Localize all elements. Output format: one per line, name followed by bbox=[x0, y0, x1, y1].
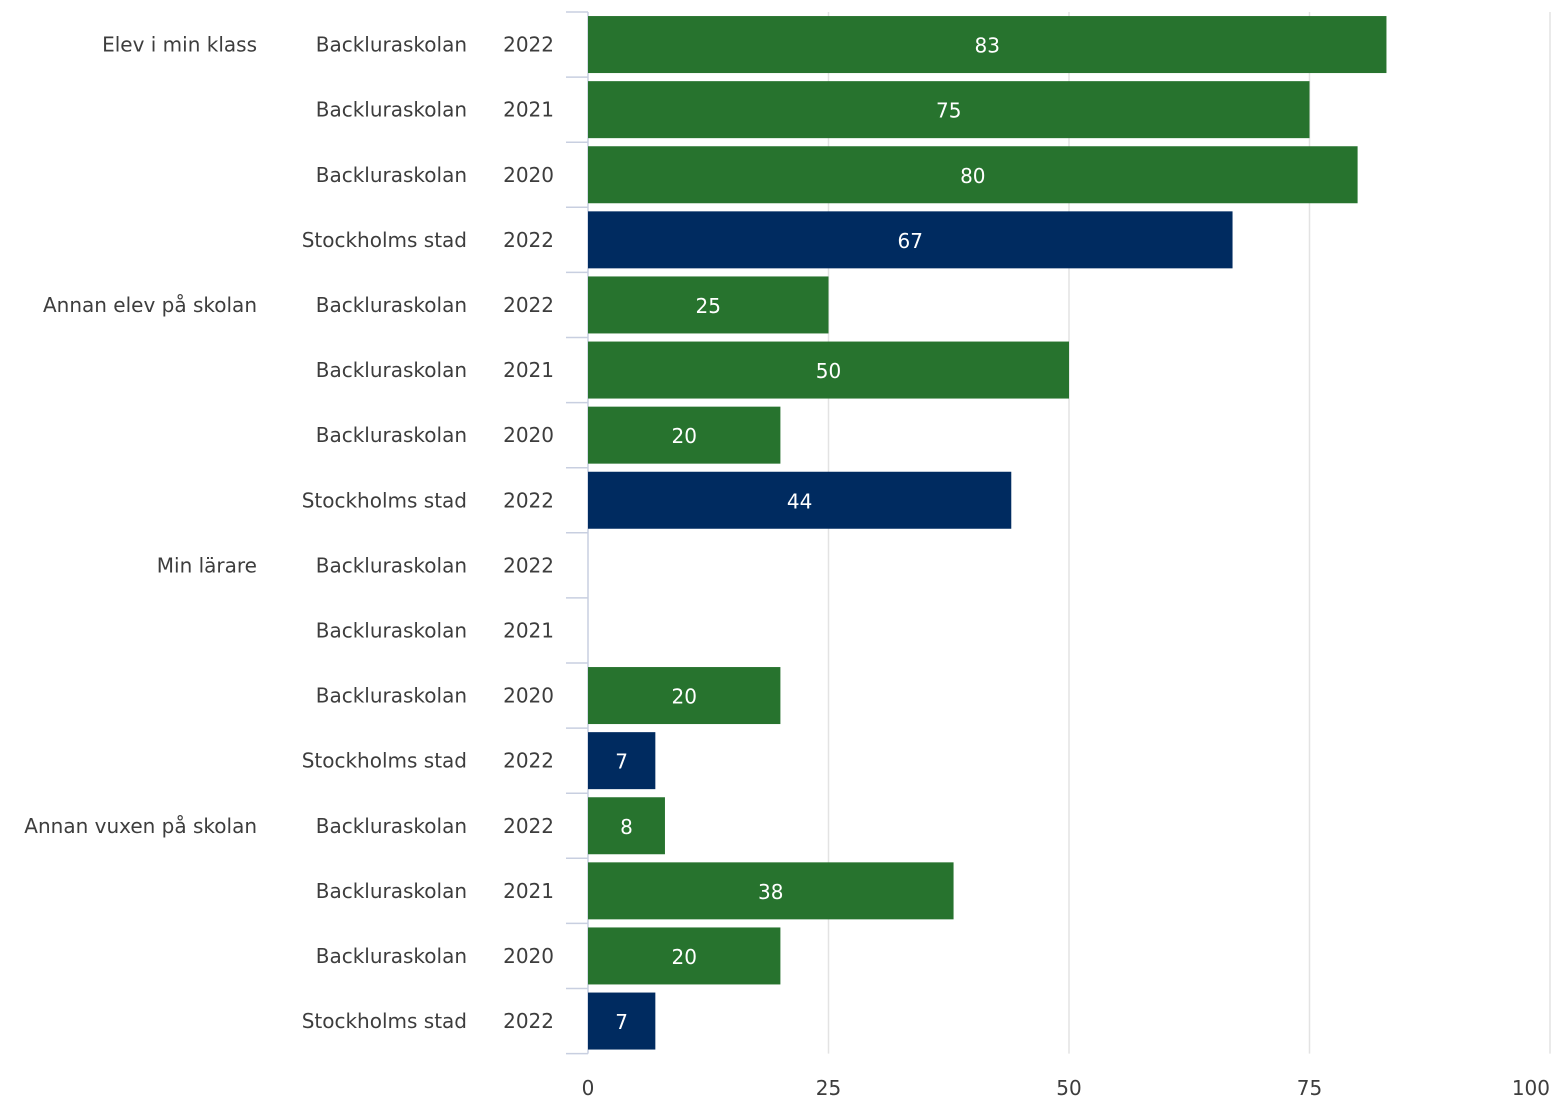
unit-label: Backluraskolan bbox=[316, 293, 467, 317]
year-label: 2020 bbox=[503, 684, 554, 708]
data-label: 20 bbox=[671, 945, 696, 969]
x-axis-ticks: 0 25 50 75 100 bbox=[582, 1076, 1550, 1100]
year-label: 2022 bbox=[503, 228, 554, 252]
x-tick-label: 100 bbox=[1512, 1076, 1550, 1099]
bar bbox=[588, 16, 1387, 74]
year-label: 2021 bbox=[503, 98, 554, 122]
year-label: 2022 bbox=[503, 1009, 554, 1033]
data-label: 75 bbox=[936, 99, 961, 123]
bar bbox=[588, 81, 1310, 139]
group-label: Elev i min klass bbox=[102, 33, 257, 57]
year-label: 2020 bbox=[503, 163, 554, 187]
bar bbox=[588, 862, 954, 920]
year-label: 2022 bbox=[503, 293, 554, 317]
unit-label: Backluraskolan bbox=[316, 684, 467, 708]
x-tick-label: 0 bbox=[582, 1076, 595, 1099]
unit-label: Stockholms stad bbox=[302, 1009, 467, 1033]
unit-label: Stockholms stad bbox=[302, 488, 467, 512]
data-label: 67 bbox=[898, 229, 923, 253]
group-label: Annan elev på skolan bbox=[43, 293, 257, 317]
category-labels: 2022 Backluraskolan Elev i min klass 2021 Ba… bbox=[24, 33, 554, 1034]
unit-label: Backluraskolan bbox=[316, 423, 467, 447]
unit-label: Backluraskolan bbox=[316, 163, 467, 187]
x-tick-label: 25 bbox=[816, 1076, 841, 1099]
bar bbox=[588, 406, 781, 464]
data-label: 38 bbox=[758, 880, 783, 904]
group-label: Annan vuxen på skolan bbox=[24, 814, 257, 838]
year-label: 2022 bbox=[503, 488, 554, 512]
y-axis bbox=[566, 11, 589, 1055]
data-label: 25 bbox=[696, 294, 721, 318]
unit-label: Backluraskolan bbox=[316, 553, 467, 577]
unit-label: Stockholms stad bbox=[302, 228, 467, 252]
group-label: Min lärare bbox=[157, 553, 257, 577]
unit-label: Backluraskolan bbox=[316, 944, 467, 968]
year-label: 2022 bbox=[503, 814, 554, 838]
year-label: 2022 bbox=[503, 749, 554, 773]
bars: 83 75 80 67 25 50 20 44 20 7 8 38 20 7 bbox=[588, 16, 1387, 1050]
year-label: 2022 bbox=[503, 553, 554, 577]
data-label: 44 bbox=[787, 489, 812, 513]
bar bbox=[588, 667, 781, 725]
data-label: 20 bbox=[671, 424, 696, 448]
year-label: 2020 bbox=[503, 944, 554, 968]
bar bbox=[588, 471, 1012, 529]
unit-label: Backluraskolan bbox=[316, 618, 467, 642]
unit-label: Backluraskolan bbox=[316, 814, 467, 838]
bar bbox=[588, 276, 829, 334]
bar bbox=[588, 797, 665, 855]
year-label: 2021 bbox=[503, 618, 554, 642]
data-label: 7 bbox=[615, 750, 628, 774]
unit-label: Backluraskolan bbox=[316, 98, 467, 122]
data-label: 80 bbox=[960, 164, 985, 188]
year-label: 2021 bbox=[503, 879, 554, 903]
bar bbox=[588, 211, 1233, 269]
unit-label: Backluraskolan bbox=[316, 879, 467, 903]
bar bbox=[588, 146, 1358, 204]
year-label: 2022 bbox=[503, 33, 554, 57]
data-label: 8 bbox=[620, 815, 633, 839]
data-label: 83 bbox=[975, 34, 1000, 58]
bar bbox=[588, 992, 656, 1050]
unit-label: Backluraskolan bbox=[316, 33, 467, 57]
data-label: 20 bbox=[671, 685, 696, 709]
x-tick-label: 75 bbox=[1297, 1076, 1322, 1099]
bar bbox=[588, 341, 1069, 399]
x-tick-label: 50 bbox=[1056, 1076, 1081, 1099]
unit-label: Stockholms stad bbox=[302, 749, 467, 773]
bar bbox=[588, 732, 656, 790]
bar bbox=[588, 927, 781, 985]
year-label: 2021 bbox=[503, 358, 554, 382]
year-label: 2020 bbox=[503, 423, 554, 447]
data-label: 50 bbox=[816, 359, 841, 383]
data-label: 7 bbox=[615, 1010, 628, 1034]
unit-label: Backluraskolan bbox=[316, 358, 467, 382]
